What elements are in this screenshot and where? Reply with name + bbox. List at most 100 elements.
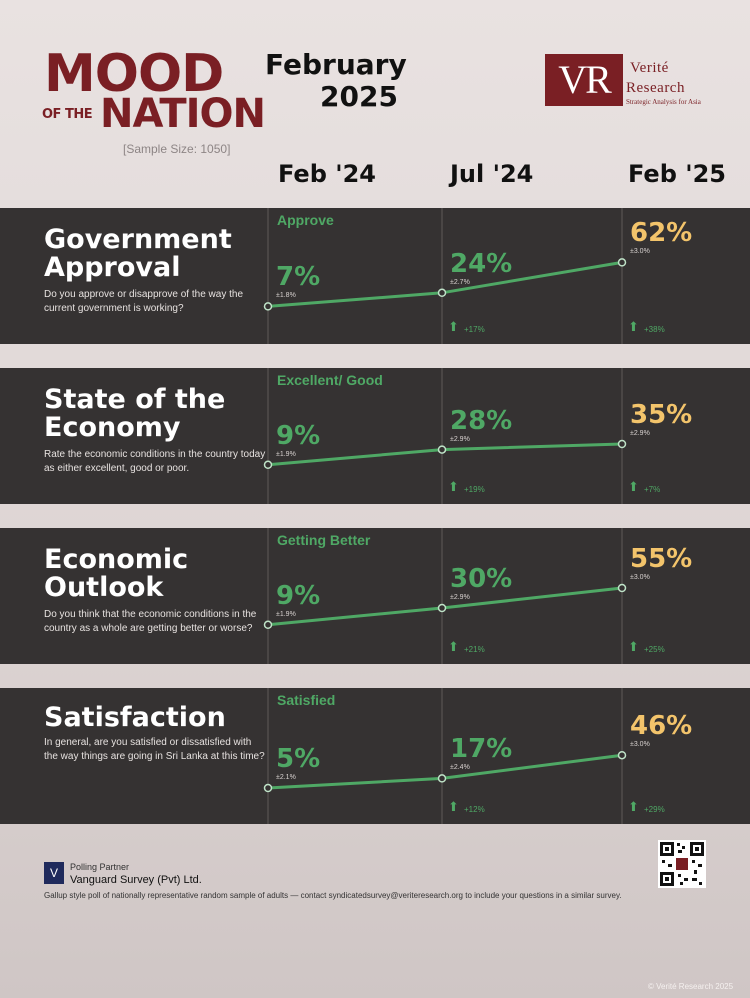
margin-of-error: ±2.1%: [276, 774, 296, 781]
brand-logo-mark: VR: [545, 54, 623, 106]
panel-title: Satisfaction: [44, 702, 226, 733]
panel-title: Economic Outlook: [44, 544, 189, 603]
chart-panel: Government Approval Do you approve or dis…: [0, 208, 750, 344]
margin-of-error: ±2.9%: [630, 430, 650, 437]
panel-question: Rate the economic conditions in the coun…: [44, 449, 266, 474]
qr-code-icon[interactable]: [658, 840, 706, 888]
logo-mood: MOOD: [44, 44, 224, 104]
value-label: 30%: [450, 564, 513, 594]
panel-question: Do you approve or disapprove of the way …: [44, 289, 244, 314]
response-label: Satisfied: [277, 692, 336, 708]
up-arrow-icon: ⬆: [628, 639, 639, 654]
footer-note: Gallup style poll of nationally represen…: [44, 891, 622, 900]
value-label: 7%: [276, 262, 321, 293]
change-label: +38%: [644, 325, 665, 334]
panel-title: State of the Economy: [44, 384, 226, 443]
up-arrow-icon: ⬆: [628, 479, 639, 494]
column-divider: [267, 528, 269, 664]
value-label: 28%: [450, 405, 513, 436]
margin-of-error: ±2.9%: [450, 594, 470, 601]
value-label: 35%: [630, 400, 693, 430]
partner-name: Vanguard Survey (Pvt) Ltd.: [70, 874, 202, 886]
logo-nation: NATION: [100, 91, 266, 137]
margin-of-error: ±3.0%: [630, 741, 650, 749]
margin-of-error: ±2.4%: [450, 764, 470, 772]
trend-line-chart: [263, 439, 627, 470]
trend-line-chart: [263, 583, 627, 630]
column-divider: [441, 688, 443, 824]
chart-panel: Satisfaction In general, are you satisfie…: [0, 688, 750, 824]
value-label: 17%: [450, 734, 513, 765]
copyright: © Verité Research 2025: [648, 982, 734, 991]
data-point: [263, 783, 273, 793]
data-point: [617, 750, 627, 760]
margin-of-error: ±3.0%: [630, 574, 650, 581]
margin-of-error: ±1.8%: [276, 292, 296, 300]
trend-line: [267, 753, 623, 790]
chart-panel: Economic Outlook Do you think that the ec…: [0, 528, 750, 664]
month-title: February: [265, 48, 407, 81]
data-point: [617, 583, 627, 593]
data-point: [437, 774, 447, 783]
panel-title: Government Approval: [44, 224, 232, 283]
trend-line: [267, 260, 623, 308]
panel-question: In general, are you satisfied or dissati…: [44, 737, 265, 762]
column-header-jul24: Jul '24: [450, 160, 534, 188]
column-divider: [441, 208, 443, 344]
data-point: [437, 445, 447, 454]
column-divider: [621, 208, 623, 344]
data-point: [437, 288, 447, 298]
data-point: [437, 603, 447, 613]
response-label: Excellent/ Good: [277, 372, 383, 388]
up-arrow-icon: ⬆: [628, 319, 639, 334]
logo-of-the: OF THE: [42, 107, 93, 122]
partner-label: Polling Partner: [70, 862, 130, 872]
data-point: [617, 439, 627, 449]
response-label: Approve: [277, 212, 334, 228]
column-header-feb25: Feb '25: [628, 160, 726, 188]
value-label: 9%: [276, 580, 321, 611]
sample-size: [Sample Size: 1050]: [123, 142, 231, 156]
margin-of-error: ±2.7%: [450, 278, 470, 286]
up-arrow-icon: ⬆: [448, 639, 459, 654]
change-label: +17%: [464, 325, 485, 334]
column-divider: [621, 368, 623, 504]
data-point: [617, 258, 627, 267]
up-arrow-icon: ⬆: [448, 479, 459, 494]
trend-line-chart: [263, 258, 627, 311]
response-label: Getting Better: [277, 532, 371, 548]
margin-of-error: ±3.0%: [630, 248, 650, 256]
value-label: 9%: [276, 420, 321, 451]
data-point: [263, 460, 273, 470]
panel-question: Do you think that the economic condition…: [44, 609, 257, 634]
column-divider: [267, 368, 269, 504]
data-point: [263, 620, 273, 630]
value-label: 24%: [450, 248, 513, 279]
column-divider: [267, 208, 269, 344]
value-label: 62%: [630, 218, 693, 249]
change-label: +21%: [464, 645, 485, 654]
column-header-feb24: Feb '24: [278, 160, 376, 188]
brand-tagline: Strategic Analysis for Asia: [626, 98, 701, 106]
data-point: [263, 302, 273, 311]
value-label: 5%: [276, 744, 321, 774]
column-divider: [441, 368, 443, 504]
up-arrow-icon: ⬆: [628, 799, 639, 814]
change-label: +29%: [644, 805, 665, 814]
change-label: +19%: [464, 485, 485, 494]
margin-of-error: ±1.9%: [276, 450, 296, 458]
chart-panel: State of the Economy Rate the economic co…: [0, 368, 750, 504]
brand-name-line1: Verité: [630, 60, 669, 76]
value-label: 55%: [630, 544, 693, 574]
trend-line-chart: [263, 750, 627, 793]
column-divider: [267, 688, 269, 824]
column-divider: [621, 528, 623, 664]
brand-name-line2: Research: [626, 80, 685, 96]
up-arrow-icon: ⬆: [448, 799, 459, 814]
margin-of-error: ±2.9%: [450, 435, 470, 443]
vanguard-logo-icon: V: [44, 862, 64, 884]
column-divider: [441, 528, 443, 664]
change-label: +12%: [464, 805, 485, 814]
year-title: 2025: [320, 80, 398, 113]
qr-code-graphic: [660, 842, 704, 886]
